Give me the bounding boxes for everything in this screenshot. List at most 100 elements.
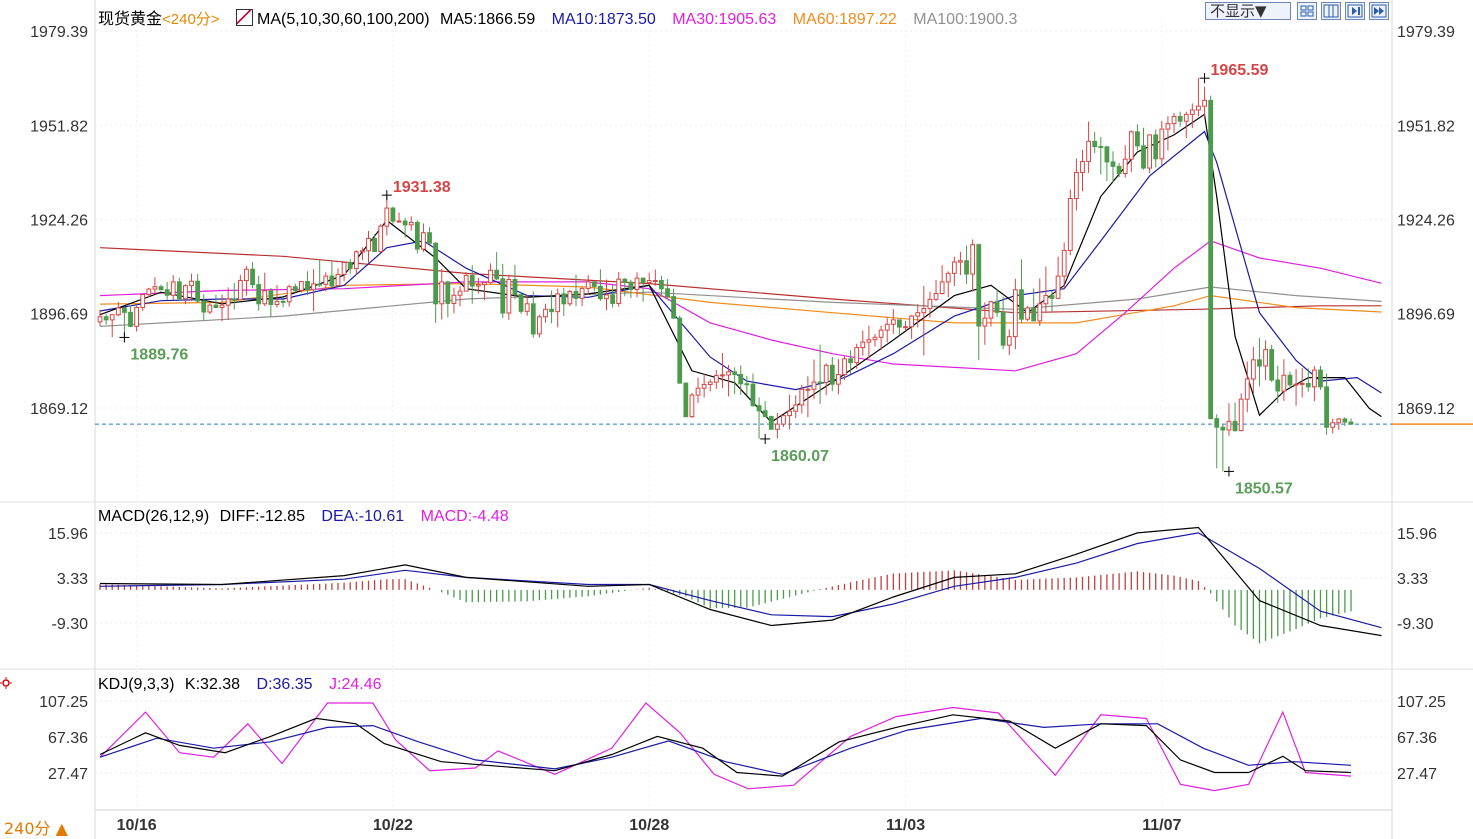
candle-body	[573, 290, 579, 299]
candle-body	[262, 290, 268, 305]
candle-body	[1171, 115, 1177, 125]
candle-body	[848, 358, 853, 364]
sun-icon[interactable]	[0, 676, 12, 689]
candle-body	[1342, 418, 1348, 423]
candle-body	[341, 261, 347, 275]
candle-body	[500, 278, 506, 314]
candle-body	[1116, 165, 1122, 175]
candle-body	[927, 298, 933, 310]
annotation-layer: 1931.38 1889.76 1860.07 1965.59 1850.57	[119, 62, 1293, 497]
candle-body	[933, 293, 939, 300]
candle-body	[1122, 158, 1128, 175]
candle-body	[1147, 134, 1153, 169]
macd-tick-right: -9.30	[1397, 616, 1434, 633]
candle-body	[366, 237, 371, 252]
candle-body	[1141, 145, 1146, 169]
candle-body	[1324, 386, 1329, 428]
main-panel-header: 现货黄金<240分> MA(5,10,30,60,100,200) MA5:18…	[98, 5, 1029, 29]
ma-line-ma5	[99, 113, 1382, 423]
candle-body	[1037, 303, 1043, 322]
candle-body	[738, 374, 744, 385]
candle-body	[1159, 128, 1165, 160]
candle-body	[237, 280, 243, 301]
candle-body	[842, 358, 847, 376]
display-dropdown[interactable]: 不显示▼	[1205, 2, 1291, 20]
candle-body	[805, 388, 811, 391]
candle-body	[323, 275, 329, 285]
candle-body	[536, 316, 542, 335]
candle-body	[213, 304, 219, 309]
fast-forward-icon[interactable]	[1369, 2, 1389, 20]
candle-body	[854, 347, 860, 364]
candle-body	[884, 323, 890, 331]
ma100-value: MA100:1900.3	[913, 11, 1018, 28]
candle-body	[799, 388, 805, 406]
macd-tick-left: 15.96	[48, 526, 88, 543]
candle-body	[1012, 289, 1018, 338]
candle-body	[549, 308, 554, 313]
candle-body	[701, 383, 707, 389]
columns-icon[interactable]	[1321, 2, 1341, 20]
candle-body	[353, 251, 359, 270]
extreme-label: 1850.57	[1235, 480, 1293, 497]
price-tick-left: 1951.82	[30, 118, 88, 135]
candle-body	[817, 381, 823, 384]
date-tick-label: 10/22	[373, 817, 413, 834]
candle-body	[646, 280, 652, 284]
candle-body	[1104, 146, 1110, 163]
extreme-label: 1965.59	[1211, 62, 1269, 79]
candle-body	[628, 281, 634, 290]
kdj-d-line	[99, 717, 1352, 775]
axis-layer: 1979.39 1979.39 1951.82 1951.82 1924.26 1924.…	[30, 24, 1455, 834]
period-selector[interactable]: 240分 ▲	[4, 819, 68, 838]
ma30-value: MA30:1905.63	[672, 11, 777, 28]
macd-layer	[99, 526, 1382, 644]
candle-body	[707, 381, 713, 385]
macd-title: MACD(26,12,9)	[98, 508, 210, 525]
candle-body	[720, 374, 725, 377]
candle-body	[1110, 161, 1116, 167]
candle-body	[421, 232, 426, 250]
candle-body	[427, 232, 432, 244]
candle-body	[164, 289, 170, 296]
macd-diff-value: DIFF:-12.85	[219, 508, 305, 525]
candle-body	[469, 274, 475, 287]
candle-body	[189, 280, 194, 287]
candle-body	[360, 250, 365, 253]
candle-body	[1086, 140, 1091, 163]
candle-body	[109, 314, 115, 321]
candle-body	[311, 283, 316, 291]
period-label[interactable]: <240分>	[162, 11, 220, 28]
candle-body	[1250, 359, 1256, 380]
candle-body	[122, 307, 127, 313]
ma-line-ma30	[99, 240, 1382, 372]
candle-body	[286, 286, 292, 303]
price-tick-left: 1869.12	[30, 401, 88, 418]
candle-body	[1220, 426, 1226, 431]
candle-body	[103, 316, 109, 321]
macd-tick-right: 15.96	[1397, 526, 1437, 543]
candle-body	[512, 279, 518, 296]
candle-body	[829, 364, 835, 385]
candle-body	[433, 242, 439, 305]
candle-body	[811, 381, 817, 390]
candle-body	[781, 415, 786, 425]
kdj-j-line	[99, 702, 1352, 792]
layout-icon[interactable]	[1297, 2, 1317, 20]
step-forward-icon[interactable]	[1345, 2, 1365, 20]
candle-body	[1202, 99, 1207, 107]
kdj-tick-right: 107.25	[1397, 694, 1446, 711]
macd-dea-value: DEA:-10.61	[321, 508, 405, 525]
candle-body	[988, 301, 994, 319]
candle-body	[225, 298, 231, 306]
price-tick-left: 1896.69	[30, 307, 88, 324]
candle-body	[329, 275, 335, 287]
ma-icon[interactable]	[236, 9, 254, 26]
candle-body	[604, 294, 609, 300]
candle-body	[1098, 146, 1104, 149]
candle-body	[1049, 295, 1055, 299]
extreme-label: 1860.07	[771, 448, 829, 465]
extreme-label: 1931.38	[393, 179, 451, 196]
candle-body	[1153, 134, 1159, 160]
candle-body	[195, 280, 201, 302]
